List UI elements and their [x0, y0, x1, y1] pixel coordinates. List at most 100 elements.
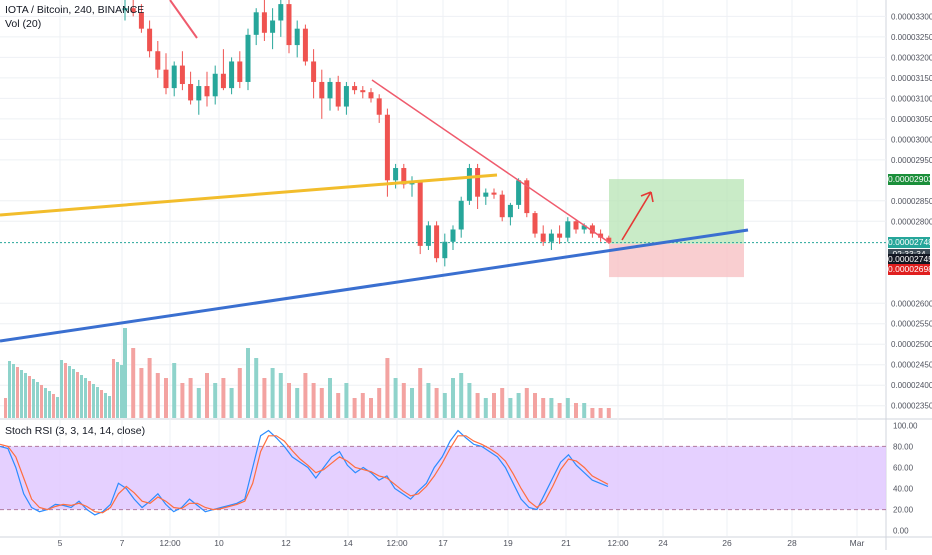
volume-bar: [385, 358, 390, 418]
volume-legend[interactable]: Vol (20): [5, 18, 42, 30]
volume-bar: [541, 398, 546, 418]
volume-bar: [278, 373, 283, 418]
volume-bar: [196, 388, 201, 418]
volume-bar: [344, 383, 349, 418]
candle-body[interactable]: [548, 233, 554, 242]
candle-body[interactable]: [188, 84, 194, 101]
candle-body[interactable]: [450, 229, 456, 242]
candle-body[interactable]: [278, 4, 284, 21]
candle-body[interactable]: [532, 213, 538, 234]
candle-body[interactable]: [327, 81, 333, 99]
candle-body[interactable]: [204, 86, 210, 97]
candle-body[interactable]: [598, 233, 604, 238]
volume-bar: [262, 378, 267, 418]
candle-body[interactable]: [401, 168, 407, 185]
candle-body[interactable]: [286, 4, 292, 46]
candle-body[interactable]: [499, 194, 505, 218]
time-axis-label: 24: [658, 538, 668, 548]
candle-body[interactable]: [475, 168, 481, 197]
candle-body[interactable]: [311, 61, 317, 82]
candle-body[interactable]: [147, 28, 153, 52]
candle-body[interactable]: [179, 65, 185, 85]
price-axis-label: 0.00002850: [891, 197, 932, 206]
candle-body[interactable]: [163, 69, 169, 89]
stoch-rsi-panel: [0, 429, 886, 516]
candle-body[interactable]: [270, 20, 276, 33]
candle-body[interactable]: [343, 86, 349, 107]
time-axis-label: 12:00: [386, 538, 408, 548]
candle-body[interactable]: [466, 168, 472, 201]
candle-body[interactable]: [253, 12, 259, 35]
prior-down-trend-line[interactable]: [169, 0, 198, 39]
candle-body[interactable]: [155, 51, 161, 70]
candle-body[interactable]: [442, 241, 448, 259]
candle-body[interactable]: [384, 114, 390, 181]
candle-body[interactable]: [417, 182, 423, 246]
candle-body[interactable]: [245, 34, 251, 82]
volume-bars: [4, 328, 611, 418]
horizontal-resistance-line[interactable]: [0, 173, 498, 217]
candle-body[interactable]: [196, 86, 202, 101]
candle-body[interactable]: [409, 182, 415, 185]
candle-body[interactable]: [229, 61, 235, 89]
candle-body[interactable]: [237, 61, 243, 82]
candle-body[interactable]: [491, 192, 497, 195]
candle-body[interactable]: [434, 225, 440, 259]
trend-lines: [0, 0, 749, 343]
candle-body[interactable]: [483, 192, 489, 197]
volume-bar: [20, 370, 23, 418]
time-axis-label: 14: [343, 538, 353, 548]
stoch-rsi-d-line[interactable]: [0, 435, 609, 514]
volume-bar: [32, 379, 35, 418]
candle-body[interactable]: [360, 90, 366, 93]
candle-body[interactable]: [565, 221, 571, 238]
volume-bar: [88, 381, 91, 418]
projection-arrow-shaft[interactable]: [621, 191, 652, 241]
axes: 0.00003300 0.00003250 0.00003200 0.00003150…: [58, 12, 932, 548]
candle-body[interactable]: [458, 200, 464, 230]
volume-bar: [582, 403, 587, 418]
candle-body[interactable]: [589, 225, 595, 234]
candle-body[interactable]: [368, 92, 374, 99]
candle-body[interactable]: [425, 225, 431, 246]
candle-body[interactable]: [220, 73, 226, 89]
volume-bar: [328, 378, 332, 418]
candle-body[interactable]: [507, 204, 513, 218]
candle-body[interactable]: [376, 98, 382, 115]
candle-body[interactable]: [319, 81, 325, 99]
candle-body[interactable]: [516, 180, 522, 205]
candle-body[interactable]: [352, 86, 358, 91]
volume-bar: [360, 393, 365, 418]
candle-body[interactable]: [294, 28, 300, 46]
candle-body[interactable]: [171, 65, 177, 89]
candle-body[interactable]: [138, 12, 144, 29]
symbol-legend[interactable]: IOTA / Bitcoin, 240, BINANCE: [5, 4, 145, 16]
candle-body[interactable]: [573, 221, 579, 230]
volume-bar: [108, 396, 111, 418]
candle-body[interactable]: [524, 180, 530, 214]
stoch-rsi-legend[interactable]: Stoch RSI (3, 3, 14, 14, close): [5, 425, 146, 437]
candle-body[interactable]: [122, 8, 128, 11]
volume-bar: [28, 376, 31, 418]
stop-zone[interactable]: [609, 243, 744, 278]
candle-body[interactable]: [130, 8, 136, 13]
candle-body[interactable]: [540, 233, 546, 242]
candle-body[interactable]: [557, 233, 563, 238]
candle-body[interactable]: [302, 28, 308, 62]
ascending-support-line[interactable]: [0, 228, 749, 343]
candle-body[interactable]: [393, 168, 399, 181]
price-axis-label: 0.00003250: [891, 33, 932, 42]
price-axis-label: 0.00002450: [891, 361, 932, 370]
volume-bar: [336, 393, 341, 418]
volume-bar: [40, 385, 43, 418]
volume-bar: [172, 363, 177, 418]
candle-body[interactable]: [212, 73, 218, 97]
candle-body[interactable]: [606, 237, 612, 243]
descending-resistance-line[interactable]: [371, 79, 611, 244]
candle-body[interactable]: [581, 225, 587, 230]
candle-body[interactable]: [335, 81, 341, 107]
candle-body[interactable]: [261, 12, 267, 33]
volume-bar: [68, 366, 71, 418]
